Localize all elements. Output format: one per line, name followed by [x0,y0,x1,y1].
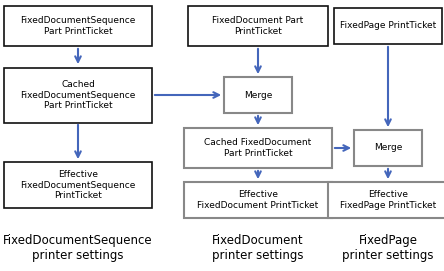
Bar [4,6,152,46]
Bar [184,182,332,218]
Bar [4,67,152,122]
Text: Cached
FixedDocumentSequence
Part PrintTicket: Cached FixedDocumentSequence Part PrintT… [20,80,136,110]
Bar [184,128,332,168]
Bar [224,77,292,113]
Bar [328,182,444,218]
Text: Merge: Merge [244,91,272,99]
Text: Merge: Merge [374,144,402,153]
Text: FixedPage
printer settings: FixedPage printer settings [342,234,434,262]
Text: FixedDocumentSequence
printer settings: FixedDocumentSequence printer settings [3,234,153,262]
Text: FixedDocument
printer settings: FixedDocument printer settings [212,234,304,262]
Bar [334,8,442,44]
Text: Effective
FixedPage PrintTicket: Effective FixedPage PrintTicket [340,190,436,210]
Text: Cached FixedDocument
Part PrintTicket: Cached FixedDocument Part PrintTicket [204,138,312,158]
Bar [188,6,328,46]
Bar [354,130,422,166]
Text: FixedDocumentSequence
Part PrintTicket: FixedDocumentSequence Part PrintTicket [20,16,136,36]
Text: Effective
FixedDocument PrintTicket: Effective FixedDocument PrintTicket [198,190,319,210]
Text: FixedPage PrintTicket: FixedPage PrintTicket [340,21,436,31]
Bar [4,162,152,208]
Text: Effective
FixedDocumentSequence
PrintTicket: Effective FixedDocumentSequence PrintTic… [20,170,136,200]
Text: FixedDocument Part
PrintTicket: FixedDocument Part PrintTicket [212,16,304,36]
